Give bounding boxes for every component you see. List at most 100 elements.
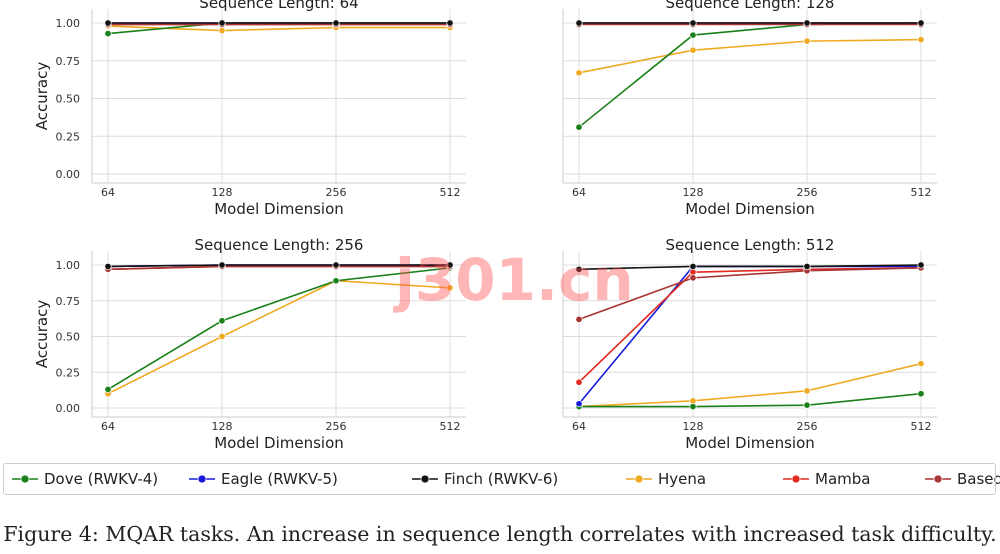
legend-swatch-marker <box>197 474 207 484</box>
series-line <box>579 392 922 408</box>
legend-label: Mamba <box>815 470 870 488</box>
legend-swatch-marker <box>933 474 943 484</box>
legend-swatch-marker <box>634 474 644 484</box>
y-tick-label: 0.00 <box>56 402 81 415</box>
legend-swatch-marker <box>791 474 801 484</box>
y-tick-label: 0.25 <box>56 366 81 379</box>
data-point <box>332 277 340 285</box>
x-tick-label: 512 <box>440 420 461 433</box>
x-axis-label: Model Dimension <box>214 434 344 452</box>
x-tick-label: 64 <box>101 186 115 199</box>
x-axis-label: Model Dimension <box>214 200 344 218</box>
data-point <box>917 390 925 398</box>
data-point <box>575 123 583 131</box>
data-point <box>575 265 583 273</box>
y-tick-label: 0.25 <box>56 130 81 143</box>
data-point <box>446 19 454 27</box>
x-tick-label: 64 <box>572 420 586 433</box>
series-line <box>107 265 450 271</box>
y-tick-label: 0.50 <box>56 93 81 106</box>
legend-label: Dove (RWKV-4) <box>44 470 158 488</box>
legend-swatch-marker <box>20 474 30 484</box>
data-point <box>917 36 925 44</box>
x-tick-label: 512 <box>911 420 932 433</box>
data-point <box>689 403 697 411</box>
data-point <box>218 317 226 325</box>
legend-label: Eagle (RWKV-5) <box>221 470 338 488</box>
data-point <box>803 37 811 45</box>
y-axis-label: Accuracy <box>33 300 51 369</box>
x-axis-label: Model Dimension <box>685 434 815 452</box>
data-point <box>575 69 583 77</box>
series-line <box>578 22 922 128</box>
data-point <box>104 385 112 393</box>
data-point <box>446 284 454 292</box>
x-tick-label: 64 <box>572 186 586 199</box>
series-line <box>578 267 922 321</box>
x-tick-label: 128 <box>683 420 704 433</box>
x-tick-label: 128 <box>683 186 704 199</box>
data-point <box>689 274 697 282</box>
data-point <box>803 262 811 270</box>
series-line <box>578 264 922 271</box>
data-point <box>689 46 697 54</box>
data-point <box>917 19 925 27</box>
panel-title: Sequence Length: 64 <box>199 0 358 12</box>
panel-title: Sequence Length: 128 <box>666 0 835 12</box>
x-tick-label: 64 <box>101 420 115 433</box>
series-line <box>578 362 922 408</box>
data-point <box>803 387 811 395</box>
series-line <box>107 264 450 268</box>
data-point <box>575 378 583 386</box>
x-tick-label: 128 <box>212 420 233 433</box>
data-point <box>104 262 112 270</box>
legend-label: Finch (RWKV-6) <box>444 470 558 488</box>
legend <box>3 463 996 495</box>
legend-swatch-marker <box>420 474 430 484</box>
data-point <box>104 19 112 27</box>
x-tick-label: 128 <box>212 186 233 199</box>
data-point <box>218 332 226 341</box>
data-point <box>218 261 226 269</box>
data-point <box>575 400 583 408</box>
panel-title: Sequence Length: 256 <box>195 236 364 254</box>
figure-caption: Figure 4: MQAR tasks. An increase in seq… <box>3 522 997 546</box>
x-tick-label: 256 <box>326 420 347 433</box>
data-point <box>218 19 226 27</box>
data-point <box>803 19 811 27</box>
y-tick-label: 0.00 <box>56 168 81 181</box>
x-tick-label: 256 <box>797 186 818 199</box>
data-point <box>332 19 340 27</box>
series-line <box>107 267 451 391</box>
data-point <box>575 315 583 323</box>
data-point <box>446 261 454 269</box>
data-point <box>803 401 811 409</box>
figure-canvas: 64 128 256 512 0.00 0.25 0.50 0.75 1.00 Sequence … <box>12 0 1000 488</box>
x-tick-label: 256 <box>326 186 347 199</box>
y-axis-label: Accuracy <box>33 62 51 131</box>
y-tick-label: 0.50 <box>56 331 81 344</box>
y-tick-label: 0.75 <box>56 55 81 68</box>
data-point <box>104 30 112 38</box>
y-tick-label: 1.00 <box>56 259 81 272</box>
legend-label: Hyena <box>658 470 706 488</box>
series-line <box>578 38 922 74</box>
panel-title: Sequence Length: 512 <box>666 236 835 254</box>
data-point <box>689 31 697 39</box>
y-tick-label: 0.75 <box>56 295 81 308</box>
legend-label: Based <box>957 470 1000 488</box>
data-point <box>689 262 697 270</box>
data-point <box>689 19 697 27</box>
watermark: j301.cn <box>395 246 634 314</box>
x-tick-label: 512 <box>911 186 932 199</box>
y-tick-label: 1.00 <box>56 17 81 30</box>
data-point <box>917 360 925 368</box>
data-point <box>917 261 925 269</box>
x-axis-label: Model Dimension <box>685 200 815 218</box>
series-line <box>107 279 451 395</box>
data-point <box>218 26 226 35</box>
data-point <box>332 261 340 269</box>
x-tick-label: 512 <box>440 186 461 199</box>
x-tick-label: 256 <box>797 420 818 433</box>
data-point <box>575 19 583 27</box>
